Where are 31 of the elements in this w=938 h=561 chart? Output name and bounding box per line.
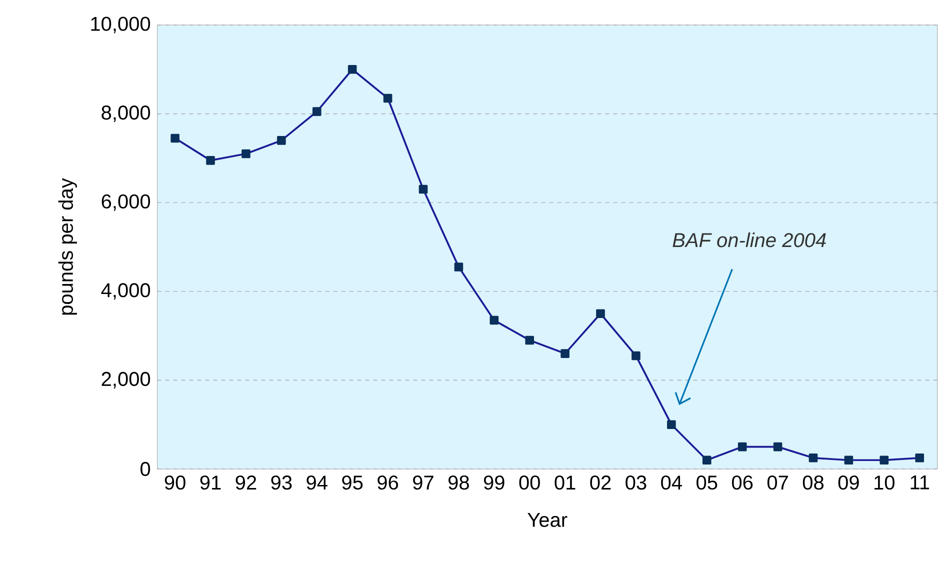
x-tick-label: 11 bbox=[910, 475, 930, 490]
x-tick-label: 97 bbox=[413, 475, 434, 490]
x-tick-label: 10 bbox=[874, 475, 894, 490]
x-tick-label: 00 bbox=[519, 475, 540, 490]
y-tick-label: 6,000 bbox=[102, 194, 150, 211]
x-tick-label: 92 bbox=[236, 475, 256, 490]
x-tick-label: 09 bbox=[838, 475, 859, 490]
x-tick-label: 94 bbox=[306, 475, 328, 490]
x-tick-label: 05 bbox=[696, 475, 718, 490]
x-tick-label: 93 bbox=[271, 475, 292, 490]
x-tick-label: 06 bbox=[732, 475, 753, 490]
x-tick-label: 95 bbox=[342, 475, 363, 490]
x-tick-label: 04 bbox=[661, 475, 682, 490]
x-tick-label: 01 bbox=[554, 475, 576, 490]
x-axis-title: Year bbox=[528, 513, 568, 527]
x-tick-label: 07 bbox=[767, 475, 788, 490]
y-tick-label: 8,000 bbox=[102, 106, 150, 122]
y-tick-label: 4,000 bbox=[101, 283, 150, 300]
x-tick-label: 99 bbox=[484, 475, 504, 490]
y-tick-label: 2,000 bbox=[102, 372, 150, 388]
annotation: BAF on-line 2004 bbox=[672, 232, 826, 248]
x-tick-label: 90 bbox=[164, 475, 186, 490]
y-tick-label: 10,000 bbox=[91, 16, 150, 34]
x-tick-label: 96 bbox=[378, 475, 398, 490]
y-tick-label: 0 bbox=[140, 462, 150, 476]
x-tick-label: 02 bbox=[590, 475, 611, 490]
x-tick-label: 03 bbox=[626, 475, 646, 490]
x-tick-label: 91 bbox=[200, 475, 221, 490]
x-tick-label: 08 bbox=[802, 475, 824, 490]
y-axis-title: pounds per day bbox=[58, 178, 77, 315]
x-tick-label: 98 bbox=[448, 475, 469, 490]
